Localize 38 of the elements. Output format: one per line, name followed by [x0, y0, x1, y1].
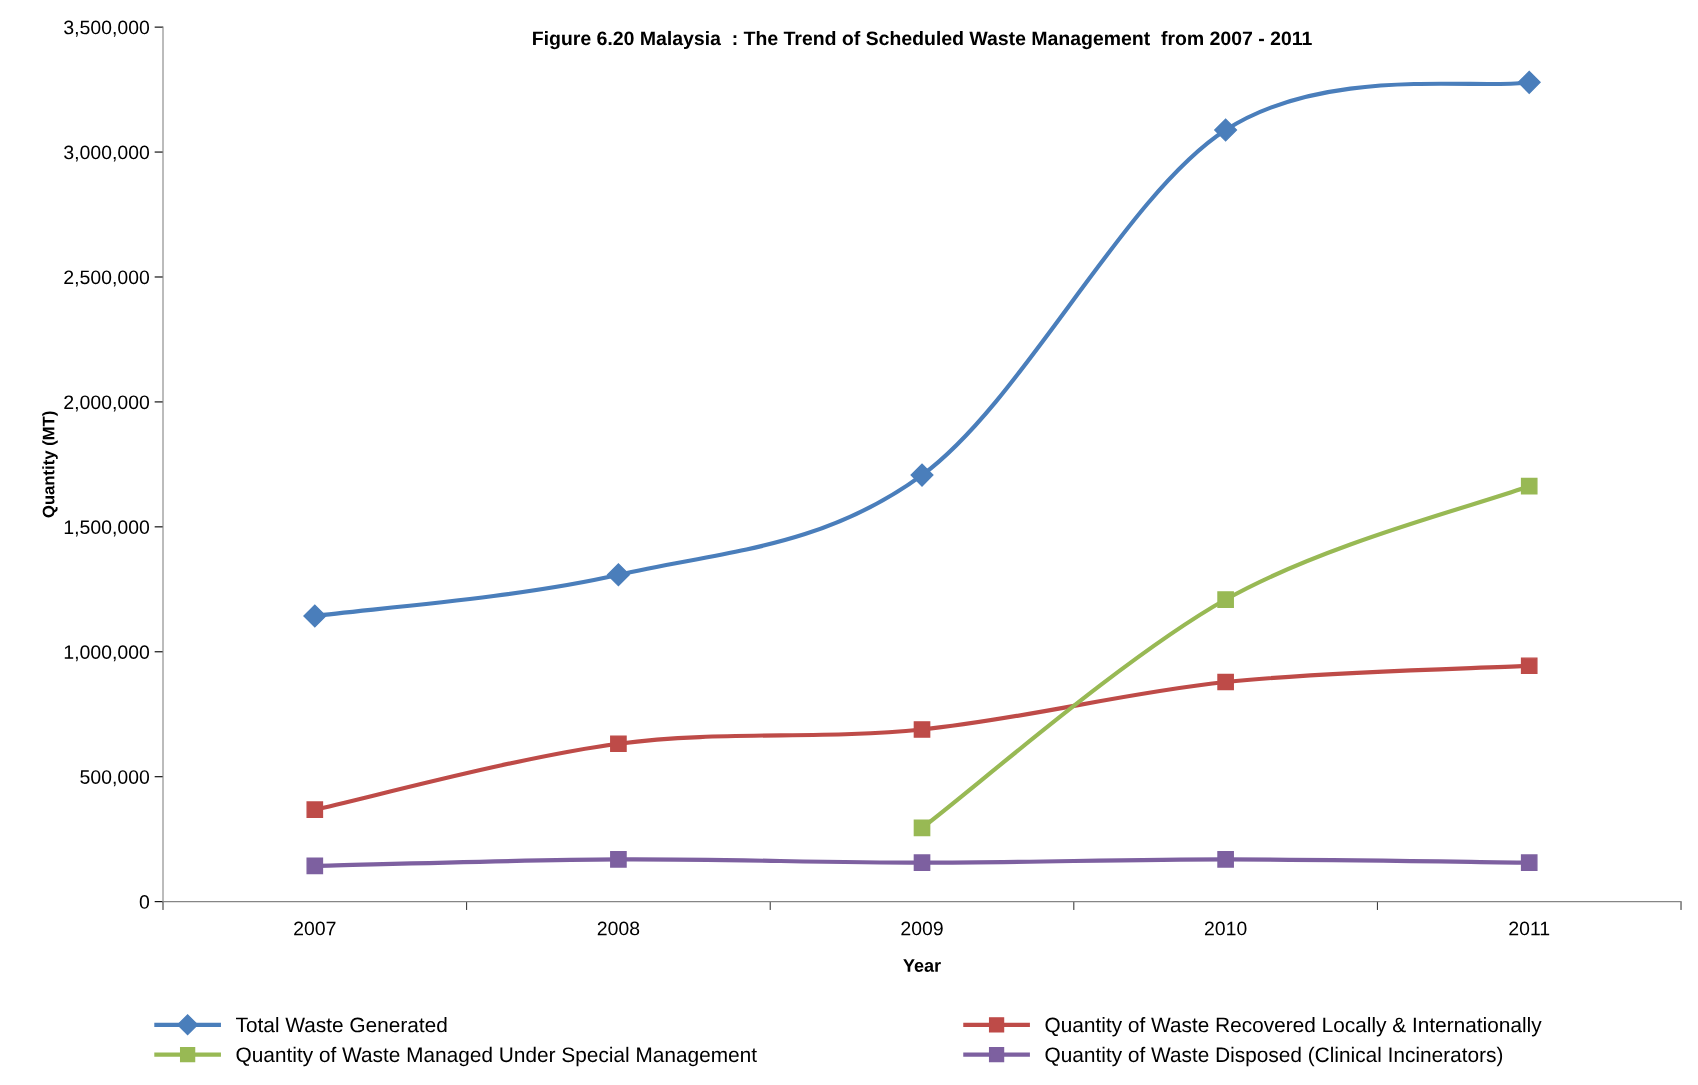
- point: [913, 819, 931, 837]
- x-tick-label: 2011: [1509, 921, 1550, 936]
- point: [1214, 118, 1238, 142]
- point: [1217, 851, 1234, 868]
- point: [610, 735, 627, 753]
- point: [913, 854, 931, 871]
- point: [913, 721, 931, 738]
- point: [1520, 854, 1538, 871]
- chart-title: Figure 6.20 Malaysia : The Trend of Scheduled Waste Management from 2007 - 2011: [533, 30, 1312, 50]
- legend-label: Quantity of Waste Recovered Locally & Internationally: [1045, 1016, 1542, 1037]
- point: [610, 851, 627, 868]
- x-tick-label: 2010: [1204, 921, 1247, 936]
- y-tick-label: 2,000,000: [64, 395, 150, 412]
- legend-label: Total Waste Generated: [236, 1016, 447, 1033]
- point: [1217, 591, 1234, 608]
- y-tick-label: 3,000,000: [64, 145, 150, 162]
- y-tick-label: 2,500,000: [64, 270, 150, 287]
- point: [306, 801, 324, 819]
- y-tick-label: 1,500,000: [64, 520, 150, 537]
- point: [303, 604, 327, 628]
- x-tick-label: 2008: [597, 921, 640, 936]
- x-tick-label: 2007: [294, 921, 336, 936]
- x-tick-label: 2009: [901, 921, 943, 936]
- legend-label: Quantity of Waste Managed Under Special Management: [236, 1046, 757, 1067]
- y-axis-title: Quantity (MT): [42, 411, 58, 518]
- point: [1520, 477, 1538, 495]
- y-tick-label: 500,000: [80, 770, 150, 787]
- y-tick-label: 1,000,000: [64, 645, 150, 662]
- point: [1520, 657, 1538, 675]
- point: [910, 463, 934, 487]
- point: [1217, 673, 1234, 691]
- point: [1517, 70, 1541, 94]
- y-tick-label: 3,500,000: [64, 20, 150, 37]
- point: [306, 857, 324, 875]
- legend-label: Quantity of Waste Disposed (Clinical Incinerators): [1045, 1046, 1503, 1067]
- y-tick-label: 0: [139, 895, 150, 909]
- x-axis-title: Year: [903, 959, 941, 972]
- point: [606, 563, 630, 587]
